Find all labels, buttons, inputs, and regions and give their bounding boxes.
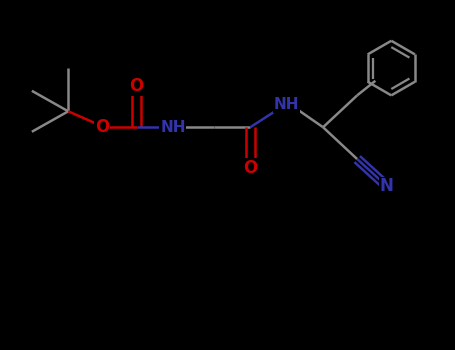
Text: O: O (95, 118, 110, 136)
Text: N: N (380, 177, 394, 195)
Text: O: O (129, 77, 144, 95)
Text: NH: NH (160, 120, 186, 135)
Text: NH: NH (274, 97, 299, 112)
Text: O: O (243, 159, 258, 177)
